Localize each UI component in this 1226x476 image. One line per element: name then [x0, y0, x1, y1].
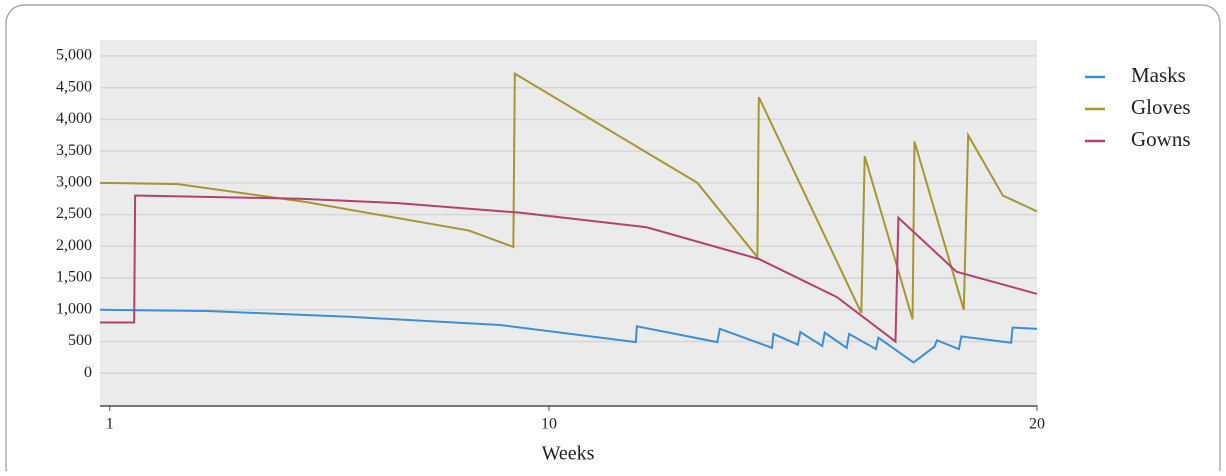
x-tick-label: 10 — [541, 416, 557, 433]
y-tick-label: 2,500 — [56, 205, 92, 222]
x-axis-label: Weeks — [542, 443, 595, 465]
y-tick-label: 4,500 — [56, 78, 92, 95]
series-line — [100, 194, 1038, 344]
y-tick-label: 3,000 — [56, 173, 92, 190]
legend-label: Gowns — [1131, 127, 1191, 151]
plot-area — [100, 40, 1037, 405]
y-tick-label: 5,000 — [56, 47, 92, 64]
y-tick-label: 1,500 — [56, 269, 92, 286]
y-tick-label: 4,000 — [56, 110, 92, 127]
series-line — [99, 71, 1038, 320]
y-tick-label: 2,000 — [56, 237, 92, 254]
legend-label: Masks — [1131, 63, 1186, 87]
y-tick-label: 500 — [68, 332, 92, 349]
x-tick-label: 1 — [106, 416, 114, 433]
y-tick-label: 0 — [84, 364, 92, 381]
series-line — [99, 308, 1038, 364]
y-tick-label: 3,500 — [56, 142, 92, 159]
legend-label: Gloves — [1131, 95, 1191, 119]
x-tick-label: 20 — [1029, 416, 1045, 433]
y-tick-label: 1,000 — [56, 300, 92, 317]
